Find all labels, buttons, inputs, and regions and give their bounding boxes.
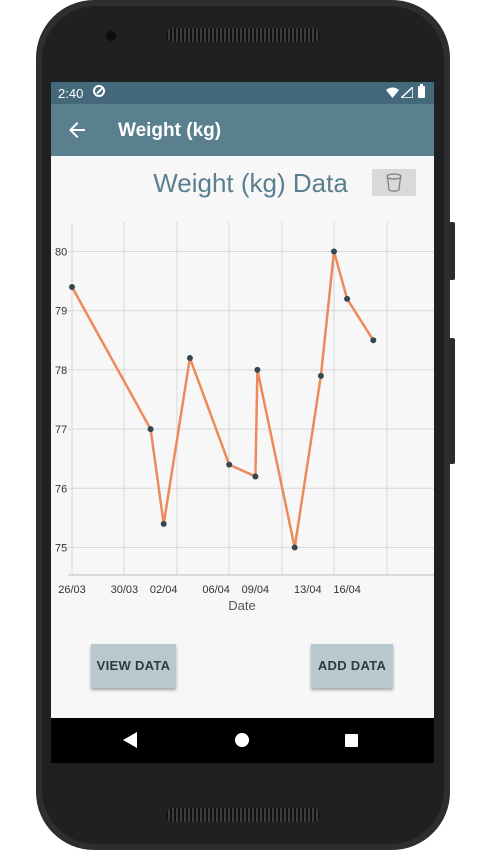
battery-icon (418, 84, 425, 98)
add-data-button[interactable]: ADD DATA (311, 644, 393, 688)
series-line (70, 250, 375, 549)
nav-home-icon[interactable] (235, 733, 249, 747)
nav-recents-icon[interactable] (345, 734, 358, 747)
y-tick-label: 79 (55, 306, 67, 318)
y-tick-label: 76 (55, 483, 67, 495)
x-axis-title: Date (228, 598, 255, 613)
trash-icon (386, 173, 402, 192)
data-point (291, 544, 298, 551)
data-point (370, 337, 377, 344)
do-not-disturb-icon (93, 85, 105, 97)
weight-chart: 75 76 77 78 79 80 26/03 30/03 02/04 06/04 09/04 13/… (55, 222, 434, 613)
x-tick-label: 06/04 (202, 584, 230, 596)
data-point (331, 248, 337, 255)
wifi-icon (386, 87, 399, 98)
app-bar-title: Weight (kg) (118, 120, 222, 141)
data-point (252, 473, 259, 480)
data-point (254, 366, 261, 373)
y-tick-label: 77 (55, 424, 67, 436)
data-point (160, 520, 167, 527)
status-bar: 2:40 (51, 82, 434, 104)
view-data-button[interactable]: VIEW DATA (91, 644, 176, 688)
delete-button[interactable] (372, 169, 416, 196)
data-point (226, 461, 233, 468)
volume-button (449, 222, 455, 280)
nav-back-icon[interactable] (123, 732, 137, 748)
data-point (186, 355, 193, 362)
x-tick-label: 30/03 (111, 584, 139, 596)
top-speaker (166, 28, 320, 42)
arrow-back-icon[interactable] (65, 118, 89, 142)
x-tick-label: 02/04 (150, 584, 178, 596)
data-point (147, 426, 154, 433)
bottom-speaker (166, 808, 320, 822)
x-tick-label: 16/04 (333, 584, 361, 596)
y-tick-label: 80 (55, 247, 67, 259)
data-point (69, 284, 75, 291)
x-tick-label: 09/04 (242, 584, 270, 596)
navigation-bar (51, 718, 434, 763)
x-tick-label: 26/03 (58, 584, 86, 596)
page-title: Weight (kg) Data (153, 168, 348, 198)
data-point (344, 295, 351, 302)
signal-icon (401, 87, 413, 98)
data-point (317, 372, 324, 379)
status-time: 2:40 (58, 86, 84, 101)
app-screen: 2:40 Weight (kg) Weight (kg) Data 75 76 77… (51, 82, 434, 763)
app-bar: Weight (kg) (51, 104, 434, 156)
y-tick-label: 78 (55, 365, 67, 377)
front-camera (106, 31, 116, 41)
x-tick-label: 13/04 (294, 584, 322, 596)
power-button (449, 338, 455, 464)
y-tick-label: 75 (55, 543, 67, 555)
